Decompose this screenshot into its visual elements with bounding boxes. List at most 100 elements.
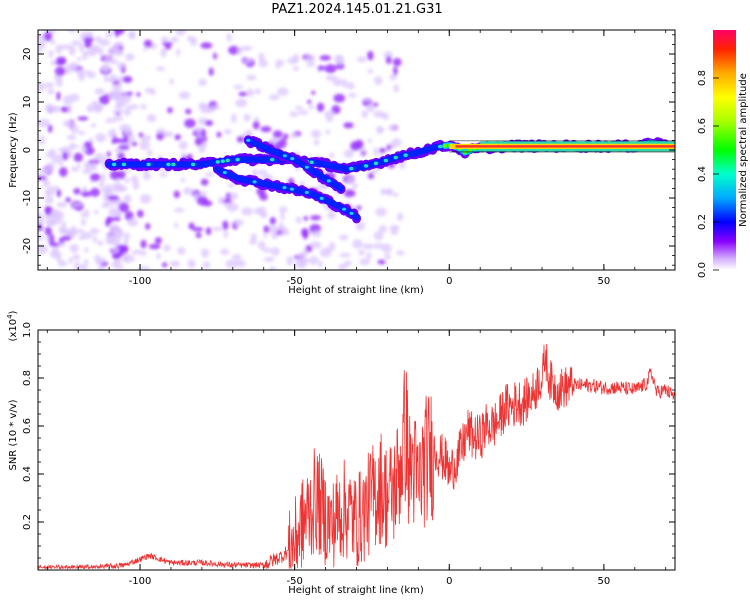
- spectrogram-noise-blob: [226, 32, 232, 43]
- spectrogram-noise-blob: [238, 91, 248, 97]
- spectrogram-noise-blob: [112, 89, 122, 96]
- spectrogram-noise-blob: [73, 187, 81, 195]
- spectrogram-noise-blob: [50, 39, 56, 45]
- spectrogram-noise-blob: [211, 226, 224, 232]
- spectrogram-noise-blob: [331, 105, 341, 115]
- spectrogram-noise-blob: [380, 188, 386, 196]
- spectrogram-noise-blob: [357, 56, 367, 63]
- spectrogram-noise-blob: [81, 232, 93, 240]
- spectrogram-noise-blob: [38, 204, 42, 209]
- spectrogram-noise-blob: [57, 147, 68, 153]
- spectrogram-noise-blob: [47, 124, 53, 133]
- spectrogram-noise-blob: [106, 151, 111, 158]
- snr-y-tick-label: 0.6: [22, 418, 33, 434]
- spectrogram-noise-blob: [59, 166, 68, 177]
- spectrogram-noise-blob: [38, 211, 43, 222]
- spectrogram-noise-blob: [390, 141, 395, 150]
- spectrogram-noise-blob: [389, 224, 400, 231]
- spectrogram-noise-blob: [138, 266, 151, 270]
- spectrogram-noise-blob: [367, 50, 374, 61]
- spectrogram-noise-blob: [68, 30, 76, 33]
- spectrogram-noise-blob: [222, 198, 232, 203]
- spectrogram-noise-blob: [275, 59, 281, 69]
- spectrogram-noise-blob: [62, 120, 72, 127]
- spectrogram-noise-blob: [180, 177, 186, 183]
- spectrogram-noise-blob: [84, 247, 89, 253]
- spectrogram-noise-blob: [112, 115, 118, 123]
- colorbar: 0.0 0.2 0.4 0.6 0.8 Normalized spectral ampl…: [697, 30, 749, 278]
- spectrogram-noise-blob: [70, 229, 75, 239]
- spectrogram-noise-blob: [305, 54, 316, 63]
- spectrogram-noise-blob: [60, 106, 70, 113]
- spectrogram-noise-blob: [117, 230, 124, 238]
- spectrogram-noise-blob: [243, 58, 253, 64]
- spectrogram-noise-blob: [366, 252, 372, 260]
- spectrogram-noise-blob: [327, 210, 336, 220]
- spectrogram-noise-blob: [123, 107, 132, 117]
- spectrogram-noise-blob: [169, 260, 181, 268]
- spectrogram-noise-blob: [46, 88, 55, 95]
- spectrogram-noise-blob: [125, 91, 133, 96]
- spectrogram-noise-blob: [51, 153, 63, 164]
- spectrogram-noise-blob: [98, 95, 110, 105]
- spectrogram-noise-blob: [377, 259, 386, 265]
- spectrogram-noise-blob: [55, 44, 63, 54]
- spectrogram-noise-blob: [143, 39, 153, 48]
- snr-y-exponent-label: (x104): [6, 310, 19, 341]
- spectrogram-noise-blob: [367, 68, 374, 74]
- spectrogram-noise-blob: [357, 205, 362, 211]
- ridge-core: [438, 144, 443, 149]
- spectrogram-noise-blob: [325, 74, 338, 81]
- spectrogram-noise-blob: [367, 138, 372, 144]
- spectrogram-noise-blob: [374, 76, 383, 86]
- spectrogram-noise-blob: [71, 40, 82, 46]
- spectrogram-noise-blob: [71, 202, 84, 207]
- spectrogram-noise-blob: [118, 202, 130, 213]
- spectrogram-noise-blob: [262, 247, 273, 253]
- spectrogram-noise-blob: [123, 178, 131, 183]
- spectrogram-x-tick-label: -50: [286, 276, 302, 287]
- spectrogram-noise-blob: [76, 57, 82, 62]
- spectrogram-noise-blob: [295, 216, 303, 224]
- spectrogram-noise-blob: [117, 145, 130, 150]
- spectrogram-heatmap: [38, 30, 675, 270]
- snr-y-axis-title: SNR (10 * v/v): [8, 399, 19, 470]
- spectrogram-noise-blob: [357, 249, 366, 256]
- spectrogram-noise-blob: [192, 227, 204, 232]
- spectrogram-noise-blob: [290, 132, 298, 139]
- spectrogram-noise-blob: [269, 266, 277, 270]
- spectrogram-noise-blob: [213, 52, 218, 60]
- spectrogram-noise-blob: [385, 188, 394, 196]
- spectrogram-noise-blob: [136, 209, 144, 218]
- spectrogram-noise-blob: [280, 211, 285, 221]
- spectrogram-noise-blob: [142, 172, 151, 180]
- spectrogram-noise-blob: [38, 234, 44, 241]
- spectrogram-noise-blob: [91, 44, 100, 53]
- spectrogram-noise-blob: [44, 226, 52, 236]
- ridge-core: [121, 162, 127, 167]
- spectrogram-noise-blob: [256, 169, 268, 176]
- spectrogram-noise-blob: [139, 140, 150, 151]
- spectrogram-noise-blob: [156, 128, 166, 134]
- snr-exp-close: ): [8, 310, 19, 314]
- spectrogram-noise-blob: [158, 172, 168, 177]
- ridge-core: [393, 155, 398, 160]
- ridge-core: [252, 180, 257, 184]
- spectrogram-noise-blob: [65, 197, 71, 203]
- spectrogram-noise-blob: [216, 131, 222, 138]
- spectrogram-noise-blob: [385, 56, 392, 65]
- spectrogram-noise-blob: [38, 223, 43, 232]
- spectrogram-noise-blob: [94, 88, 105, 95]
- spectrogram-noise-blob: [44, 82, 55, 89]
- spectrogram-noise-blob: [342, 78, 348, 88]
- colorbar-tick-label: 0.6: [697, 118, 708, 134]
- spectrogram-noise-blob: [198, 78, 207, 87]
- spectrogram-noise-blob: [100, 173, 106, 183]
- spectrogram-noise-blob: [226, 202, 239, 212]
- spectrogram-noise-blob: [53, 210, 65, 221]
- spectrogram-noise-blob: [38, 244, 48, 255]
- ridge-core: [403, 153, 408, 158]
- spectrogram-noise-blob: [306, 61, 315, 68]
- spectrogram-noise-blob: [396, 212, 404, 222]
